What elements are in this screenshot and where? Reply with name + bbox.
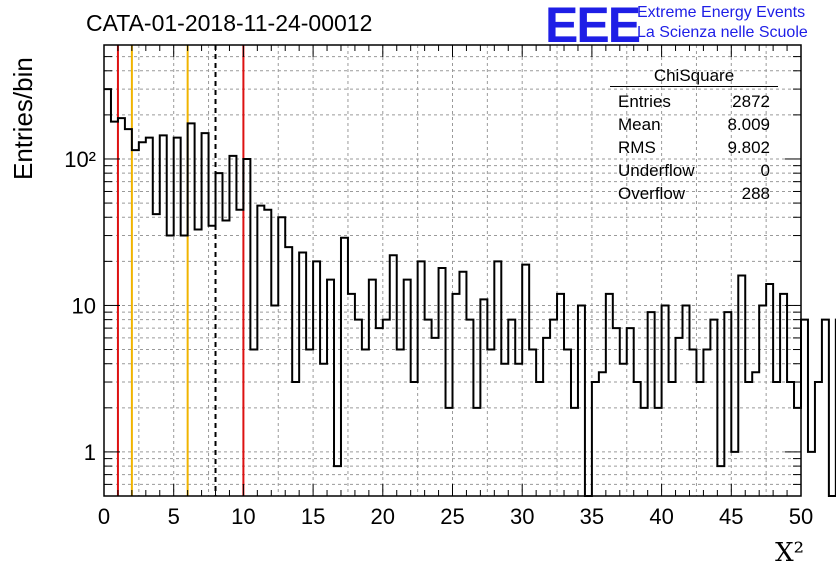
stats-row-entries: Entries 2872 <box>610 90 778 113</box>
stats-row-underflow: Underflow 0 <box>610 159 778 182</box>
reference-lines <box>116 45 245 496</box>
x-tick-label: 10 <box>231 504 255 529</box>
stats-row-rms: RMS 9.802 <box>610 136 778 159</box>
chart-title: CATA-01-2018-11-24-00012 <box>86 10 373 36</box>
eee-logo-mark: EEE <box>545 0 641 53</box>
stats-label: Underflow <box>618 161 695 180</box>
stats-value: 0 <box>760 161 770 180</box>
stats-label: RMS <box>618 138 656 157</box>
stats-box: ChiSquare Entries 2872 Mean 8.009 RMS 9.802… <box>610 66 778 205</box>
histogram-outline <box>104 88 836 497</box>
stats-label: Entries <box>618 92 671 111</box>
x-tick-label: 15 <box>301 504 325 529</box>
y-tick-label: 1 <box>84 440 96 465</box>
y-tick-label: 10 <box>72 293 96 318</box>
y-tick-label: 10² <box>64 147 96 172</box>
x-tick-label: 30 <box>510 504 534 529</box>
x-tick-label: 50 <box>789 504 813 529</box>
x-tick-label: 0 <box>98 504 110 529</box>
y-axis-label: Entries/bin <box>8 57 38 180</box>
stats-label: Overflow <box>618 184 686 203</box>
x-tick-label: 5 <box>168 504 180 529</box>
stats-label: Mean <box>618 115 661 134</box>
histogram <box>104 88 836 497</box>
stats-row-mean: Mean 8.009 <box>610 113 778 136</box>
stats-box-title: ChiSquare <box>610 66 778 87</box>
x-tick-label: 20 <box>371 504 395 529</box>
x-tick-label: 45 <box>719 504 743 529</box>
x-tick-label: 40 <box>649 504 673 529</box>
stats-value: 288 <box>741 184 770 203</box>
stats-value: 9.802 <box>727 138 770 157</box>
logo-text-line2: La Scienza nelle Scuole <box>637 24 808 41</box>
stats-value: 2872 <box>732 92 770 111</box>
axes: 0 5 10 15 20 25 30 35 40 45 50 1 10 10² <box>64 44 813 529</box>
logo-text-line1: Extreme Energy Events <box>637 4 806 21</box>
x-tick-label: 35 <box>580 504 604 529</box>
stats-row-overflow: Overflow 288 <box>610 182 778 205</box>
stats-value: 8.009 <box>727 115 770 134</box>
x-tick-label: 25 <box>440 504 464 529</box>
x-axis-label: Χ² <box>775 538 804 568</box>
